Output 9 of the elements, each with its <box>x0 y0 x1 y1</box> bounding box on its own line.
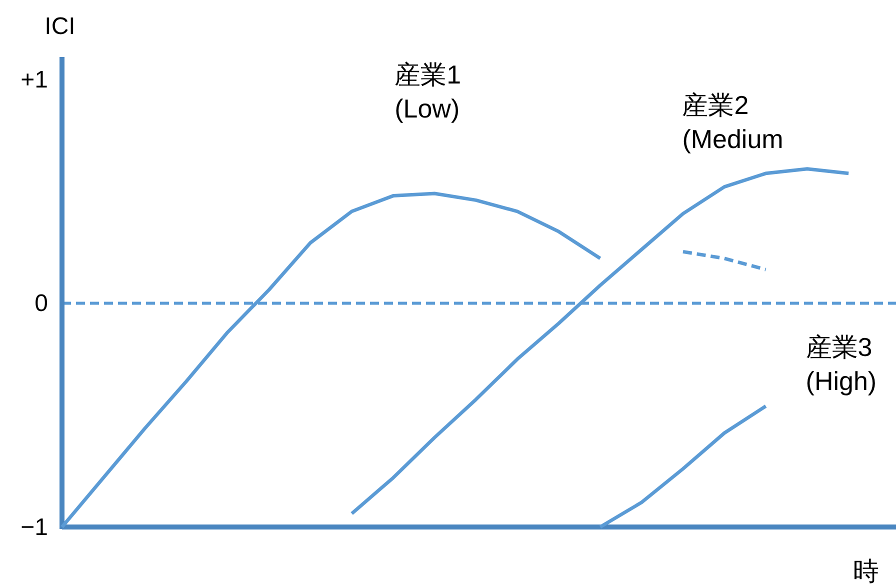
y-tick-label: −1 <box>20 514 48 541</box>
series-label: 産業2 (Medium <box>682 90 784 154</box>
y-tick-label: +1 <box>20 66 48 94</box>
y-axis-title: ICI <box>44 13 76 40</box>
line-series <box>598 404 768 529</box>
text: 産業1 (Low) <box>394 60 462 124</box>
x-axis-title: 時 <box>853 556 879 586</box>
y-tick-label: 0 <box>34 290 48 318</box>
series-label: 産業3 (High) <box>806 332 877 396</box>
